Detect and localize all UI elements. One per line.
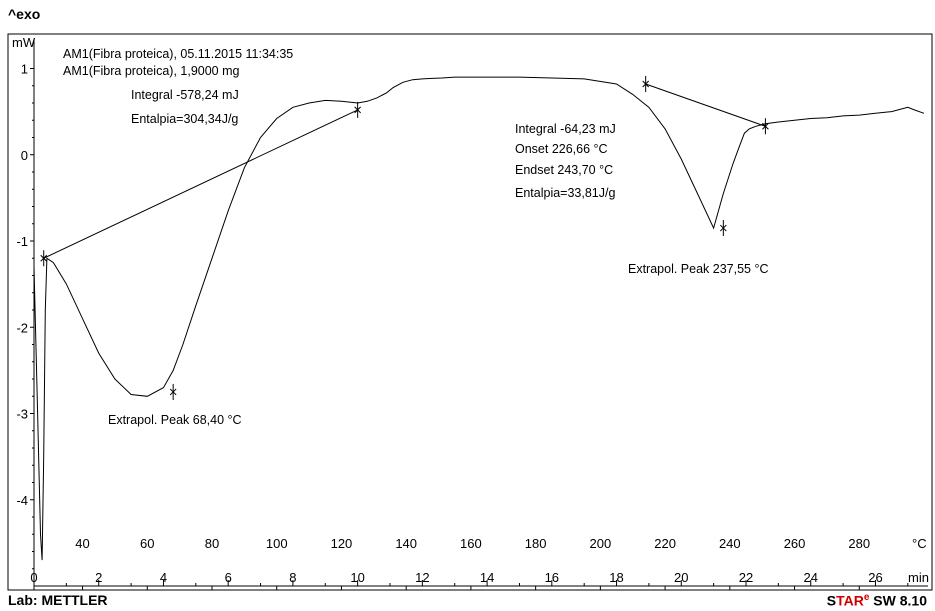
x-temp-tick-label: 180 bbox=[525, 536, 547, 551]
integration-baseline bbox=[43, 109, 358, 259]
y-tick-label: 0 bbox=[21, 148, 28, 163]
y-tick-label: -2 bbox=[16, 320, 28, 335]
y-axis-label: mW bbox=[12, 35, 36, 50]
annotation-peak-1: Extrapol. Peak 68,40 °C bbox=[108, 413, 242, 427]
markers bbox=[40, 76, 769, 400]
x-time-tick-label: 0 bbox=[30, 570, 37, 585]
x-time-tick-label: 12 bbox=[415, 570, 429, 585]
annotation-integral-1: Integral -578,24 mJ bbox=[131, 88, 239, 102]
exo-label: ^exo bbox=[8, 6, 41, 22]
annotation-integral-2: Integral -64,23 mJ bbox=[515, 122, 616, 136]
plot-frame bbox=[7, 33, 933, 591]
x-temp-tick-label: 60 bbox=[140, 536, 154, 551]
x-time-unit: min bbox=[908, 570, 929, 585]
x-temp-tick-label: 40 bbox=[75, 536, 89, 551]
software-s: S bbox=[826, 592, 837, 609]
annotation-endset: Endset 243,70 °C bbox=[515, 163, 613, 177]
x-temp-tick-label: 80 bbox=[205, 536, 219, 551]
x-time-tick-label: 18 bbox=[609, 570, 623, 585]
y-tick-label: -4 bbox=[16, 493, 28, 508]
software-tar: TAR bbox=[836, 592, 864, 609]
baselines bbox=[43, 83, 766, 259]
x-temp-tick-label: 220 bbox=[654, 536, 676, 551]
x-temp-unit: °C bbox=[912, 536, 927, 551]
x-temp-tick-label: 120 bbox=[331, 536, 353, 551]
software-e: e bbox=[863, 592, 870, 603]
dsc-curve bbox=[33, 76, 925, 561]
annotation-entalpia-1: Entalpia=304,34J/g bbox=[131, 112, 238, 126]
x-temp-tick-label: 200 bbox=[590, 536, 612, 551]
x-temp-tick-label: 140 bbox=[395, 536, 417, 551]
software-version: SW 8.10 bbox=[869, 592, 927, 609]
x-time-tick-label: 16 bbox=[545, 570, 559, 585]
x-temp-tick-label: 260 bbox=[784, 536, 806, 551]
y-tick-label: 1 bbox=[21, 62, 28, 77]
x-time-tick-label: 24 bbox=[803, 570, 817, 585]
y-axis: 1 0 -1 -2 -3 -4 bbox=[16, 40, 35, 590]
x-time-tick-label: 10 bbox=[350, 570, 364, 585]
x-temp-tick-label: 100 bbox=[266, 536, 288, 551]
x-time-tick-label: 8 bbox=[289, 570, 296, 585]
x-time-tick-label: 26 bbox=[868, 570, 882, 585]
integration-baseline bbox=[645, 83, 766, 127]
y-tick-label: -1 bbox=[16, 234, 28, 249]
annotation-entalpia-2: Entalpia=33,81J/g bbox=[515, 186, 615, 200]
dsc-chart: mW °C min 10-1-2-3-4 0 2 4 6 8 10 12 14 16 18 20 22… bbox=[7, 33, 933, 591]
annotation-onset: Onset 226,66 °C bbox=[515, 142, 608, 156]
x-temp-tick-label: 280 bbox=[848, 536, 870, 551]
y-tick-label: -3 bbox=[16, 407, 28, 422]
x-time-tick-label: 2 bbox=[95, 570, 102, 585]
annotation-sample-2: AM1(Fibra proteica), 1,9000 mg bbox=[63, 64, 240, 78]
x-time-tick-label: 4 bbox=[160, 570, 167, 585]
annotation-peak-2: Extrapol. Peak 237,55 °C bbox=[628, 262, 769, 276]
annotation-sample-1: AM1(Fibra proteica), 05.11.2015 11:34:35 bbox=[63, 47, 293, 61]
lab-label: Lab: METTLER bbox=[8, 592, 108, 608]
software-label: STARe SW 8.10 bbox=[827, 592, 927, 609]
x-time-tick-label: 20 bbox=[674, 570, 688, 585]
x-time-tick-label: 14 bbox=[480, 570, 494, 585]
x-temp-tick-label: 160 bbox=[460, 536, 482, 551]
x-temp-tick-label: 240 bbox=[719, 536, 741, 551]
x-time-tick-label: 22 bbox=[739, 570, 753, 585]
x-time-tick-label: 6 bbox=[225, 570, 232, 585]
